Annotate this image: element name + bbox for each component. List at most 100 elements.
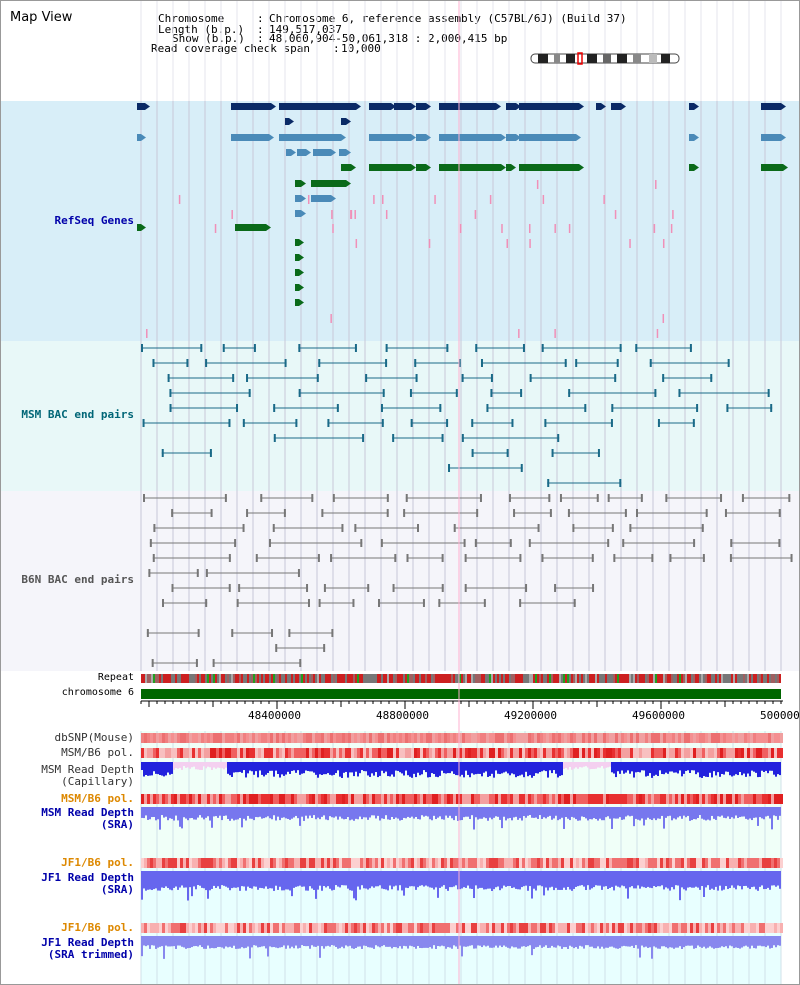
bac-pair <box>726 404 773 412</box>
gene-feature <box>137 103 150 110</box>
gene-feature <box>313 149 336 156</box>
bac-pair <box>414 359 461 367</box>
bac-pair <box>246 374 319 382</box>
bac-pair <box>528 539 610 547</box>
bac-pair <box>572 524 614 532</box>
bac-pair <box>622 539 696 547</box>
gene-feature <box>231 134 274 141</box>
gene-feature <box>295 269 304 276</box>
axis-tick-label: 48800000 <box>376 709 429 722</box>
jf1-b6-pol-label: JF1/B6 pol. <box>61 856 134 869</box>
bac-pair <box>275 644 326 652</box>
bac-pair <box>559 494 599 502</box>
bac-pair <box>547 479 622 487</box>
bac-pair <box>461 434 560 442</box>
gene-feature <box>295 254 304 261</box>
bac-pair <box>161 599 208 607</box>
bac-pair <box>636 509 708 517</box>
bac-pair <box>205 359 287 367</box>
msm-depth-sra-label-1: MSM Read Depth <box>41 806 134 819</box>
bac-pair <box>448 464 523 472</box>
gene-feature <box>137 224 146 231</box>
chromosome-value: Chromosome 6, reference assembly (C57BL/… <box>269 12 627 25</box>
show-value: 48,060,904-50,061,318 : 2,000,415 bp <box>269 32 508 45</box>
b6n-bac-label: B6N BAC end pairs <box>21 573 134 586</box>
position-axis <box>140 700 783 709</box>
gene-feature <box>416 134 431 141</box>
bac-pair <box>171 509 213 517</box>
gene-feature <box>596 103 606 110</box>
bac-pair <box>378 599 425 607</box>
bac-pair <box>662 374 713 382</box>
sep: : <box>257 12 264 25</box>
gene-feature <box>519 134 581 141</box>
gene-feature <box>369 103 396 110</box>
bac-pair <box>205 569 300 577</box>
gene-feature <box>285 118 294 125</box>
jf1-depth-sra-label-2: (SRA) <box>100 883 134 896</box>
bac-pair <box>554 584 595 592</box>
bac-pair <box>323 584 370 592</box>
gene-feature <box>439 164 506 171</box>
coverage-value: 10,000 <box>341 42 381 55</box>
bac-pair <box>410 419 449 427</box>
bac-pair <box>392 434 444 442</box>
bac-pair <box>385 344 449 352</box>
bac-pair <box>406 554 444 562</box>
bac-pair <box>365 374 418 382</box>
gene-feature <box>311 195 336 202</box>
gene-feature <box>297 149 311 156</box>
bac-pair <box>461 374 493 382</box>
bac-pair <box>392 584 444 592</box>
bac-pair <box>273 404 339 412</box>
bac-pair <box>405 494 482 502</box>
gene-feature <box>286 149 296 156</box>
gene-feature <box>689 164 699 171</box>
gene-feature <box>461 134 506 141</box>
gene-feature <box>506 103 521 110</box>
bac-pair <box>298 344 357 352</box>
jf1-depth-trim-label-2: (SRA trimmed) <box>47 948 134 961</box>
axis-tick-label: 48400000 <box>248 709 301 722</box>
bac-pair <box>273 434 365 442</box>
bac-pair <box>321 509 389 517</box>
bac-pair <box>152 554 231 562</box>
gene-feature <box>231 103 276 110</box>
bac-pair <box>669 554 705 562</box>
bac-pair <box>629 524 704 532</box>
msm-b6-pol-label: MSM/B6 pol. <box>61 746 134 759</box>
msm-depth-capillary-label-1: MSM Read Depth <box>41 763 134 776</box>
gene-feature <box>295 239 304 246</box>
chromosome-label: chromosome 6 <box>61 687 134 698</box>
gene-feature <box>235 224 271 231</box>
bac-pair <box>513 509 552 517</box>
bac-pair <box>260 494 314 502</box>
bac-pair <box>678 389 770 397</box>
bac-pair <box>330 554 397 562</box>
gene-feature <box>394 103 416 110</box>
bac-pair <box>231 629 274 637</box>
msm-b6-pol-track <box>141 748 783 758</box>
bac-pair <box>480 359 567 367</box>
sep: : <box>257 23 264 36</box>
bac-pair <box>380 539 466 547</box>
bac-pair <box>611 404 699 412</box>
sep: : <box>257 32 264 45</box>
bac-pair <box>567 509 627 517</box>
bac-pair <box>464 554 522 562</box>
msm-b6-pol2-track <box>141 794 783 804</box>
msm-depth-capillary-track <box>141 762 781 778</box>
bac-pair <box>268 539 363 547</box>
msm-bac-label: MSM BAC end pairs <box>21 408 134 421</box>
dbsnp-track <box>141 733 783 743</box>
bac-pair <box>649 359 730 367</box>
bac-pair <box>236 599 310 607</box>
gene-feature <box>689 103 699 110</box>
gene-feature <box>761 134 786 141</box>
bac-pair <box>486 404 587 412</box>
gene-feature <box>416 164 431 171</box>
bac-pair <box>471 449 509 457</box>
bac-pair <box>318 599 355 607</box>
bac-pair <box>242 419 298 427</box>
